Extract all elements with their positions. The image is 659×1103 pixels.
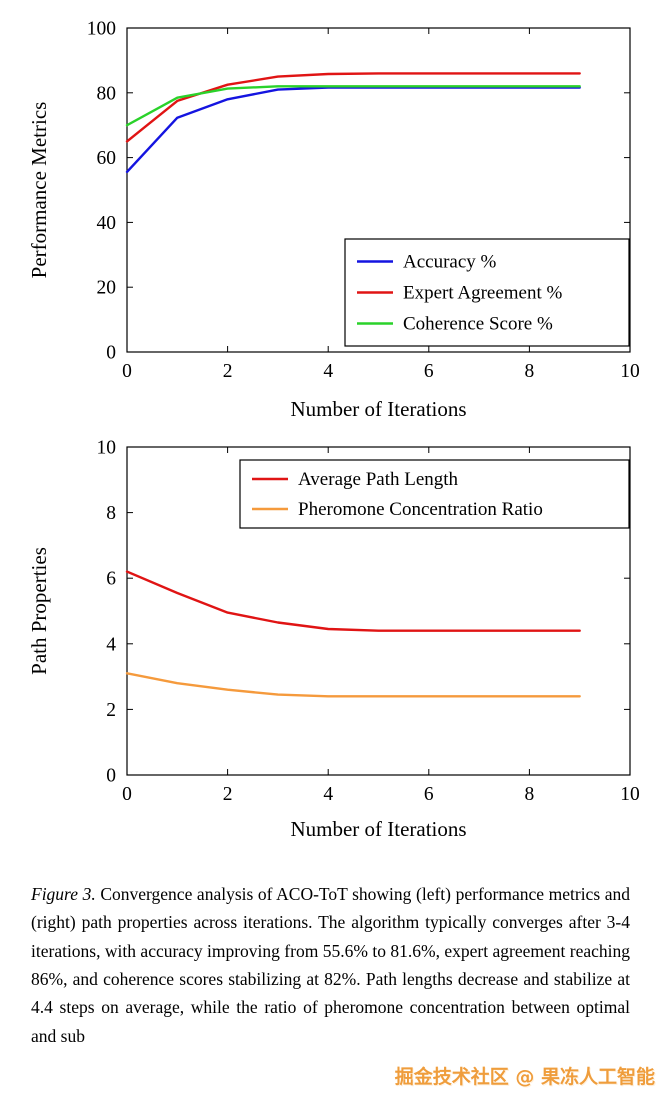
series-line-coherence-score [125, 85, 581, 127]
x-tick-label: 6 [424, 784, 434, 805]
x-tick-label: 6 [424, 361, 434, 382]
x-tick-label: 2 [223, 784, 233, 805]
plot-frame [126, 27, 631, 353]
figure-caption-text: Convergence analysis of ACO-ToT showing … [31, 884, 631, 1046]
legend-label-coherence-score: Coherence Score % [403, 314, 553, 335]
x-tick-label: 0 [122, 361, 132, 382]
y-tick-label: 20 [97, 278, 117, 299]
path-properties-chart: 0 2 4 6 8 10 0 2 4 6 8 10 Number of Iterations Path P… [27, 438, 640, 842]
y-axis-label: Path Properties [27, 547, 51, 675]
x-tick-label: 10 [620, 784, 640, 805]
x-tick-label: 8 [525, 361, 535, 382]
x-tick-label: 4 [323, 784, 333, 805]
legend-label-accuracy: Accuracy % [403, 252, 497, 273]
x-axis-label: Number of Iterations [290, 397, 466, 421]
x-tick-label: 4 [323, 361, 333, 382]
plot-frame [126, 446, 631, 776]
x-tick-label: 2 [223, 361, 233, 382]
series-line-pheromone-concentration-ratio [125, 672, 581, 698]
y-tick-label: 0 [106, 766, 116, 787]
y-tick-label: 60 [97, 148, 117, 169]
series-line-average-path-length [125, 570, 581, 632]
x-tick-label: 8 [525, 784, 535, 805]
y-tick-label: 100 [87, 19, 116, 40]
x-axis-label: Number of Iterations [290, 817, 466, 841]
legend-label-expert-agreement: Expert Agreement % [403, 283, 563, 304]
y-axis-label: Performance Metrics [27, 102, 51, 279]
y-tick-label: 8 [106, 503, 116, 524]
x-tick-label: 0 [122, 784, 132, 805]
watermark-text: 掘金技术社区 @ 果冻人工智能 [394, 1066, 655, 1088]
figure-caption-label: Figure 3. [31, 884, 96, 904]
y-tick-label: 4 [106, 634, 116, 655]
x-tick-label: 10 [620, 361, 640, 382]
y-tick-label: 0 [106, 343, 116, 364]
legend-label-average-path-length: Average Path Length [298, 469, 459, 490]
y-tick-label: 40 [97, 213, 117, 234]
y-tick-label: 2 [106, 700, 116, 721]
y-tick-label: 6 [106, 569, 116, 590]
legend-box [239, 459, 630, 529]
legend-label-pheromone-concentration-ratio: Pheromone Concentration Ratio [298, 499, 543, 520]
y-tick-label: 80 [97, 83, 117, 104]
series-line-accuracy [125, 86, 581, 174]
figure-caption: Figure 3. Convergence analysis of ACO-To… [31, 880, 630, 1050]
series-line-expert-agreement [125, 72, 581, 143]
y-tick-label: 10 [97, 438, 117, 459]
